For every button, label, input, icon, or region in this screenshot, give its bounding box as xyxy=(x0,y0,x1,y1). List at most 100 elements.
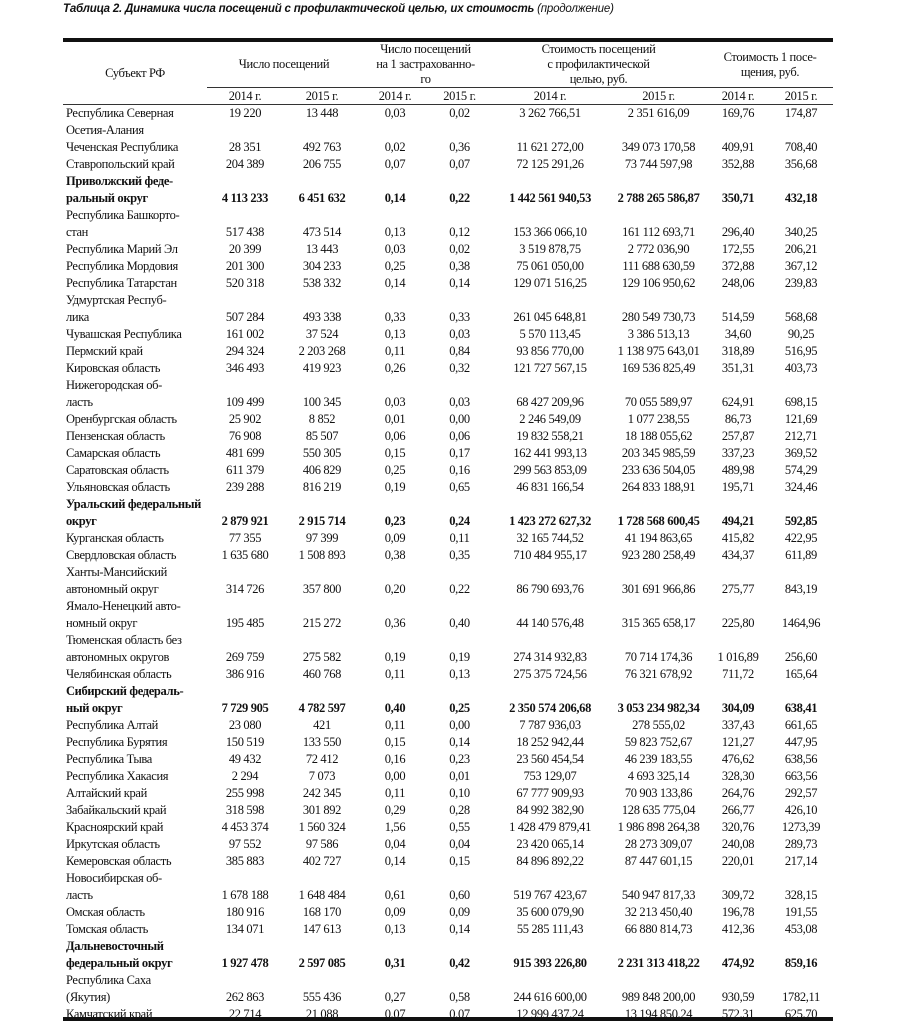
value-cell: 72 125 291,26 xyxy=(516,157,584,171)
value-cell: 274 314 932,83 xyxy=(513,650,587,664)
table-row: Чеченская Республика 28 351 492 763 0,02 0,3… xyxy=(63,139,833,156)
value-cell: 0,27 xyxy=(384,990,406,1004)
value-cell: 0,36 xyxy=(449,140,470,154)
value-cell: 4 113 233 xyxy=(221,191,269,205)
value-cell: 555 436 xyxy=(302,990,342,1004)
value-cell: 165,64 xyxy=(784,667,818,681)
value-cell: 2 231 313 418,22 xyxy=(617,956,700,970)
value-cell: 328,15 xyxy=(784,888,818,902)
value-cell: 0,14 xyxy=(384,854,406,868)
value-cell: 304 233 xyxy=(302,259,342,273)
subject-name: Чеченская Республика xyxy=(66,140,179,154)
value-cell: 663,56 xyxy=(784,769,818,783)
value-cell: 23 420 065,14 xyxy=(516,837,584,851)
subject-name: Тюменская область без автономных округов xyxy=(66,633,182,664)
value-cell: 710 484 955,17 xyxy=(513,548,587,562)
value-cell: 19 832 558,21 xyxy=(516,429,584,443)
value-cell: 128 635 775,04 xyxy=(621,803,696,817)
table-row: Новосибирская об- ласть 1 678 188 1 648 48… xyxy=(63,870,833,904)
value-cell: 0,11 xyxy=(384,786,405,800)
value-cell: 0,13 xyxy=(384,922,406,936)
value-cell: 46 239 183,55 xyxy=(624,752,693,766)
table-row: Томская область 134 071 147 613 0,13 0,14 55 … xyxy=(63,921,833,938)
subject-name: Республика Башкорто- стан xyxy=(66,208,180,239)
table-row: Республика Хакасия 2 294 7 073 0,00 0,01 753 … xyxy=(63,768,833,785)
value-cell: 2 203 268 xyxy=(298,344,346,358)
value-cell: 8 852 xyxy=(308,412,336,426)
subject-name: Республика Саха (Якутия) xyxy=(66,973,151,1004)
value-cell: 481 699 xyxy=(225,446,265,460)
header-subject: Субъект РФ xyxy=(63,42,207,105)
value-cell: 294 324 xyxy=(225,344,265,358)
table-row: Самарская область 481 699 550 305 0,15 0,17 1… xyxy=(63,445,833,462)
value-cell: 3 053 234 982,34 xyxy=(617,701,700,715)
table-row: Республика Марий Эл 20 399 13 443 0,03 0,02 3… xyxy=(63,241,833,258)
value-cell: 1 648 484 xyxy=(298,888,346,902)
value-cell: 0,33 xyxy=(449,310,470,324)
value-cell: 493 338 xyxy=(302,310,342,324)
year-header: 2015 г. xyxy=(769,87,834,105)
value-cell: 550 305 xyxy=(302,446,342,460)
value-cell: 269 759 xyxy=(225,650,265,664)
value-cell: 97 586 xyxy=(305,837,339,851)
value-cell: 0,17 xyxy=(449,446,470,460)
value-cell: 0,13 xyxy=(449,667,470,681)
subject-name: Республика Северная Осетия-Алания xyxy=(66,106,174,137)
district-row: Сибирский федераль- ный округ 7 729 905 4 … xyxy=(63,683,833,717)
value-cell: 923 280 258,49 xyxy=(621,548,696,562)
value-cell: 516,95 xyxy=(784,344,818,358)
value-cell: 489,98 xyxy=(721,463,755,477)
value-cell: 66 880 814,73 xyxy=(624,922,693,936)
value-cell: 5 570 113,45 xyxy=(519,327,581,341)
value-cell: 34,60 xyxy=(724,327,752,341)
table-row: Республика Саха (Якутия) 262 863 555 436 0,… xyxy=(63,972,833,1006)
value-cell: 0,07 xyxy=(449,157,470,171)
value-cell: 314 726 xyxy=(225,582,265,596)
value-cell: 0,03 xyxy=(384,395,406,409)
value-cell: 121,69 xyxy=(784,412,818,426)
value-cell: 419 923 xyxy=(302,361,342,375)
value-cell: 97 552 xyxy=(228,837,262,851)
value-cell: 1 927 478 xyxy=(221,956,269,970)
value-cell: 20 399 xyxy=(228,242,262,256)
value-cell: 0,33 xyxy=(384,310,406,324)
table-row: Алтайский край 255 998 242 345 0,11 0,10 67 7… xyxy=(63,785,833,802)
value-cell: 44 140 576,48 xyxy=(516,616,584,630)
value-cell: 0,20 xyxy=(384,582,406,596)
value-cell: 264 833 188,91 xyxy=(621,480,696,494)
value-cell: 1464,96 xyxy=(781,616,821,630)
table-row: Пензенская область 76 908 85 507 0,06 0,06 19… xyxy=(63,428,833,445)
subject-name: Оренбургская область xyxy=(66,412,177,426)
value-cell: 68 427 209,96 xyxy=(516,395,584,409)
value-cell: 0,00 xyxy=(384,769,406,783)
value-cell: 494,21 xyxy=(721,514,755,528)
subject-name: Свердловская область xyxy=(66,548,177,562)
value-cell: 84 992 382,90 xyxy=(516,803,584,817)
value-cell: 337,23 xyxy=(721,446,755,460)
subject-name: Республика Алтай xyxy=(66,718,159,732)
value-cell: 357 800 xyxy=(302,582,342,596)
value-cell: 369,52 xyxy=(784,446,818,460)
value-cell: 225,80 xyxy=(721,616,755,630)
subject-name: Новосибирская об- ласть xyxy=(66,871,162,902)
value-cell: 492 763 xyxy=(302,140,342,154)
value-cell: 372,88 xyxy=(721,259,755,273)
value-cell: 426,10 xyxy=(784,803,818,817)
value-cell: 708,40 xyxy=(784,140,818,154)
subject-name: Ямало-Ненецкий авто- номный округ xyxy=(66,599,181,630)
value-cell: 23 560 454,54 xyxy=(516,752,584,766)
value-cell: 611 379 xyxy=(226,463,264,477)
subject-name: Чувашская Республика xyxy=(66,327,182,341)
value-cell: 37 524 xyxy=(305,327,339,341)
subject-name: Удмуртская Респуб- лика xyxy=(66,293,167,324)
value-cell: 519 767 423,67 xyxy=(513,888,587,902)
value-cell: 0,00 xyxy=(449,412,470,426)
value-cell: 18 188 055,62 xyxy=(624,429,693,443)
value-cell: 70 903 133,86 xyxy=(624,786,693,800)
value-cell: 1 442 561 940,53 xyxy=(509,191,591,205)
subject-name: Саратовская область xyxy=(66,463,169,477)
value-cell: 134 071 xyxy=(225,922,265,936)
value-cell: 0,61 xyxy=(384,888,406,902)
value-cell: 0,07 xyxy=(384,157,406,171)
value-cell: 711,72 xyxy=(722,667,754,681)
